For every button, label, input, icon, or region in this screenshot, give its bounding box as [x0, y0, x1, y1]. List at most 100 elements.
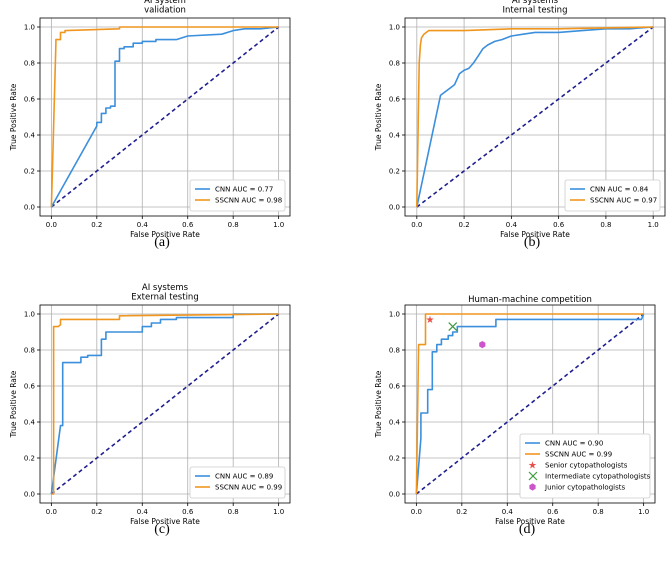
y-tick-label: 0.8 — [389, 347, 400, 355]
junior-legend-swatch — [529, 483, 536, 491]
y-tick-label: 0.6 — [389, 96, 401, 104]
cnn-roc-curve — [415, 313, 645, 495]
x-tick-label: 0.8 — [593, 508, 604, 516]
y-axis-label: True Positive Rate — [374, 370, 383, 438]
x-tick-label: 0.2 — [91, 221, 102, 229]
y-tick-label: 0.0 — [389, 204, 400, 212]
x-tick-label: 0.6 — [182, 508, 194, 516]
plot-frame — [39, 17, 291, 217]
legend-label: CNN AUC = 0.84 — [590, 186, 649, 194]
legend-label: Intermediate cytopathologists — [545, 473, 651, 481]
legend: CNN AUC = 0.89 SSCNN AUC = 0.99 — [189, 466, 286, 499]
y-tick-label: 0.2 — [389, 168, 400, 176]
y-tick-label: 0.0 — [24, 491, 35, 499]
y-tick-label: 1.0 — [389, 311, 400, 319]
y-tick-label: 0.8 — [24, 60, 35, 68]
y-tick-label: 1.0 — [389, 24, 400, 32]
legend-label: CNN AUC = 0.89 — [215, 473, 273, 481]
y-tick-label: 0.8 — [389, 60, 400, 68]
x-tick-label: 0.8 — [228, 508, 239, 516]
panel-a: 0.0 0.0 0.2 0.2 0.4 0.4 0.6 0.6 0.8 0.8 1.0 1.0 AI s… — [9, 0, 291, 250]
y-tick-label: 0.2 — [24, 455, 35, 463]
chance-line — [50, 313, 280, 495]
x-tick-label: 1.0 — [273, 221, 284, 229]
plot-frame — [404, 17, 666, 217]
legend-label: SSCNN AUC = 0.99 — [545, 451, 612, 459]
chance-line — [416, 26, 654, 208]
x-axis-label: False Positive Rate — [130, 230, 200, 239]
legend: CNN AUC = 0.77 SSCNN AUC = 0.98 — [189, 179, 286, 212]
sscnn-roc-curve — [415, 313, 644, 495]
y-tick-label: 0.0 — [389, 491, 400, 499]
y-axis-label: True Positive Rate — [374, 83, 383, 151]
chart-title: External testing — [131, 293, 198, 303]
x-tick-label: 1.0 — [638, 508, 649, 516]
plot-frame — [404, 304, 656, 504]
x-tick-label: 0.6 — [547, 508, 559, 516]
x-tick-label: 0.0 — [411, 221, 422, 229]
y-axis-label: True Positive Rate — [9, 83, 18, 151]
intermediate-point — [448, 322, 458, 332]
y-tick-label: 0.0 — [24, 204, 35, 212]
x-tick-label: 0.6 — [553, 221, 565, 229]
x-tick-label: 0.0 — [46, 508, 57, 516]
x-axis-label: False Positive Rate — [130, 517, 200, 526]
panel-caption: (b) — [524, 235, 541, 250]
x-tick-label: 1.0 — [273, 508, 284, 516]
cnn-roc-curve — [50, 26, 279, 208]
y-axis-label: True Positive Rate — [9, 370, 18, 438]
x-axis-label: False Positive Rate — [500, 230, 570, 239]
legend-label: CNN AUC = 0.90 — [545, 440, 603, 448]
y-tick-label: 0.6 — [24, 383, 36, 391]
y-tick-label: 0.2 — [389, 455, 400, 463]
x-tick-label: 0.8 — [228, 221, 239, 229]
legend-label: Senior cytopathologists — [545, 462, 628, 470]
senior-point: ★ — [426, 315, 435, 326]
legend: CNN AUC = 0.90 SSCNN AUC = 0.99 ★ Senior cy… — [519, 433, 651, 499]
x-tick-label: 0.8 — [600, 221, 611, 229]
x-tick-label: 0.4 — [137, 221, 149, 229]
senior-legend-swatch: ★ — [528, 461, 537, 472]
legend-label: SSCNN AUC = 0.98 — [215, 197, 282, 205]
x-tick-label: 0.0 — [411, 508, 422, 516]
cnn-roc-curve — [416, 26, 654, 208]
x-axis-label: False Positive Rate — [495, 517, 565, 526]
y-tick-label: 0.6 — [24, 96, 36, 104]
x-tick-label: 0.2 — [456, 508, 467, 516]
panel-caption: (d) — [519, 522, 536, 537]
x-tick-label: 0.0 — [46, 221, 57, 229]
intermediate-legend-swatch — [528, 471, 538, 481]
cnn-roc-curve — [50, 313, 279, 495]
y-tick-label: 1.0 — [24, 311, 35, 319]
chart-title: AI systems — [142, 283, 189, 293]
legend-box — [189, 466, 286, 499]
y-tick-label: 1.0 — [24, 24, 35, 32]
chance-line — [50, 26, 280, 208]
legend-label: SSCNN AUC = 0.97 — [590, 197, 657, 205]
y-tick-label: 0.6 — [389, 383, 401, 391]
chart-title: Internal testing — [503, 6, 568, 16]
legend-box — [189, 179, 286, 212]
panel-b: 0.0 0.0 0.2 0.2 0.4 0.4 0.6 0.6 0.8 0.8 1.0 1.0 AI s… — [374, 0, 666, 250]
legend-box — [519, 433, 651, 499]
legend-label: SSCNN AUC = 0.99 — [215, 484, 282, 492]
x-tick-label: 0.4 — [506, 221, 518, 229]
legend-box — [564, 179, 661, 212]
chance-line — [415, 313, 645, 495]
chart-title: validation — [144, 6, 186, 16]
panel-caption: (a) — [154, 235, 170, 250]
sscnn-roc-curve — [50, 26, 279, 208]
y-tick-label: 0.8 — [24, 347, 35, 355]
x-tick-label: 0.4 — [502, 508, 514, 516]
chart-title: AI systems — [512, 0, 559, 6]
x-tick-label: 0.2 — [459, 221, 470, 229]
y-tick-label: 0.2 — [24, 168, 35, 176]
junior-point — [479, 341, 486, 349]
legend-label: CNN AUC = 0.77 — [215, 186, 273, 194]
y-tick-label: 0.4 — [389, 132, 401, 140]
y-tick-label: 0.4 — [389, 419, 401, 427]
sscnn-roc-curve — [51, 313, 279, 495]
chart-title: AI system — [144, 0, 186, 6]
legend-label: Junior cytopathologists — [544, 484, 625, 492]
